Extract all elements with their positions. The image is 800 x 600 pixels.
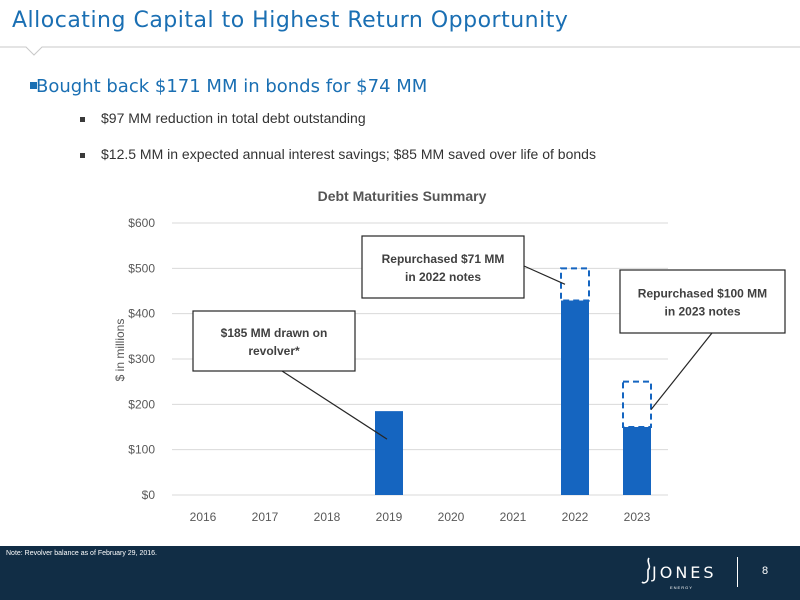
sub-bullet-2: $12.5 MM in expected annual interest sav… (101, 146, 596, 162)
bar-2022 (561, 300, 589, 495)
callout-leader (523, 265, 566, 285)
main-bullet: Bought back $171 MM in bonds for $74 MM (36, 76, 428, 97)
bar-2019 (375, 411, 403, 495)
callout-text-line1: Repurchased $100 MM (638, 287, 767, 301)
y-axis-label: $ in millions (113, 319, 127, 382)
y-tick-label: $0 (142, 488, 156, 502)
footer-bar (0, 546, 800, 600)
sub-bullet-1: $97 MM reduction in total debt outstandi… (101, 110, 366, 126)
bullet-square-icon (30, 82, 37, 89)
callout-leader (650, 332, 713, 411)
repurchased-bar-2023 (622, 380, 652, 429)
callout-box (192, 310, 356, 372)
x-tick-label: 2019 (376, 510, 403, 524)
bar-2023 (623, 427, 651, 495)
y-tick-label: $300 (128, 352, 155, 366)
callout-leader (281, 370, 388, 440)
y-tick-label: $100 (128, 443, 155, 457)
chart-title: Debt Maturities Summary (318, 188, 487, 204)
x-tick-label: 2022 (562, 510, 589, 524)
y-tick-label: $600 (128, 216, 155, 230)
callout-text-line1: Repurchased $71 MM (382, 252, 505, 266)
callout-box (361, 235, 525, 299)
y-tick-label: $200 (128, 397, 155, 411)
bullet-square-icon (80, 153, 85, 158)
x-tick-label: 2018 (314, 510, 341, 524)
logo-subtext: ENERGY (670, 585, 693, 590)
callout-text-line2: in 2023 notes (664, 305, 740, 319)
title-rule (0, 46, 800, 56)
slide-title: Allocating Capital to Highest Return Opp… (12, 8, 569, 33)
footnote: Note: Revolver balance as of February 29… (6, 550, 157, 557)
debt-maturities-chart: Debt Maturities Summary $ in millions $1… (113, 188, 786, 524)
x-tick-label: 2017 (252, 510, 279, 524)
x-tick-label: 2021 (500, 510, 527, 524)
y-tick-label: $500 (128, 261, 155, 275)
logo-text: JONES (652, 563, 717, 582)
footer-divider (737, 557, 738, 587)
callout-box (619, 269, 786, 334)
repurchased-bar-2022 (560, 267, 590, 302)
x-tick-label: 2016 (190, 510, 217, 524)
jones-logo-icon (640, 556, 654, 591)
bullet-square-icon (80, 117, 85, 122)
page-number: 8 (762, 565, 769, 577)
callout-text-line2: revolver* (248, 344, 300, 358)
x-tick-label: 2020 (438, 510, 465, 524)
y-tick-label: $400 (128, 307, 155, 321)
callout-text-line1: $185 MM drawn on (221, 326, 328, 340)
callout-text-line2: in 2022 notes (405, 270, 481, 284)
x-tick-label: 2023 (624, 510, 651, 524)
